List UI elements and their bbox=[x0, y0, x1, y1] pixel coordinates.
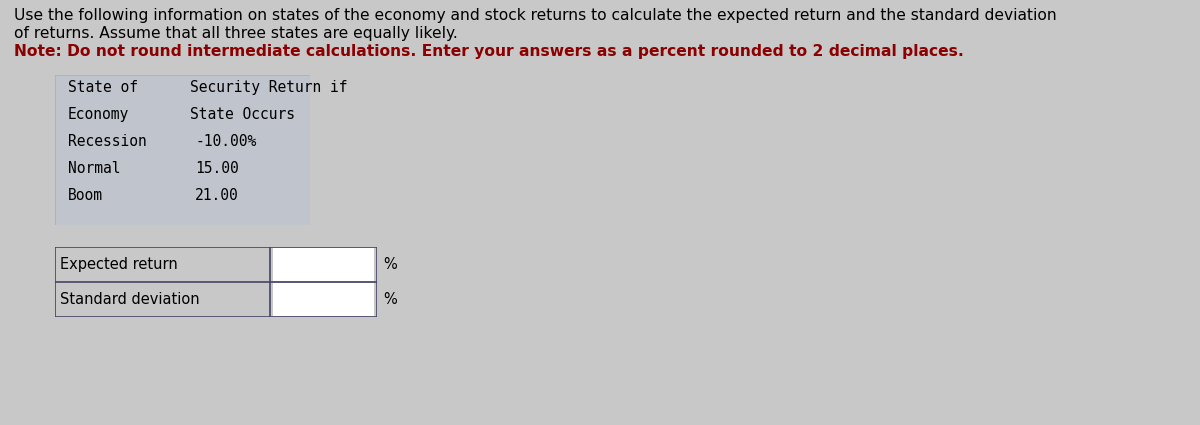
FancyBboxPatch shape bbox=[55, 247, 377, 282]
Text: 21.00: 21.00 bbox=[194, 188, 239, 203]
Text: Standard deviation: Standard deviation bbox=[60, 292, 199, 307]
Text: Economy: Economy bbox=[68, 107, 130, 122]
Text: Note: Do not round intermediate calculations. Enter your answers as a percent ro: Note: Do not round intermediate calculat… bbox=[14, 44, 964, 59]
Text: of returns. Assume that all three states are equally likely.: of returns. Assume that all three states… bbox=[14, 26, 457, 41]
FancyBboxPatch shape bbox=[274, 248, 373, 280]
Text: Normal: Normal bbox=[68, 161, 120, 176]
FancyBboxPatch shape bbox=[55, 282, 377, 317]
Text: State Occurs: State Occurs bbox=[190, 107, 295, 122]
Text: Security Return if: Security Return if bbox=[190, 80, 348, 95]
FancyBboxPatch shape bbox=[55, 75, 310, 225]
Text: -10.00%: -10.00% bbox=[194, 134, 257, 149]
Text: %: % bbox=[383, 257, 397, 272]
Text: Expected return: Expected return bbox=[60, 257, 178, 272]
Text: Boom: Boom bbox=[68, 188, 103, 203]
FancyBboxPatch shape bbox=[274, 283, 373, 316]
Text: Recession: Recession bbox=[68, 134, 146, 149]
Text: 15.00: 15.00 bbox=[194, 161, 239, 176]
Text: Use the following information on states of the economy and stock returns to calc: Use the following information on states … bbox=[14, 8, 1057, 23]
Text: %: % bbox=[383, 292, 397, 307]
Text: State of: State of bbox=[68, 80, 138, 95]
